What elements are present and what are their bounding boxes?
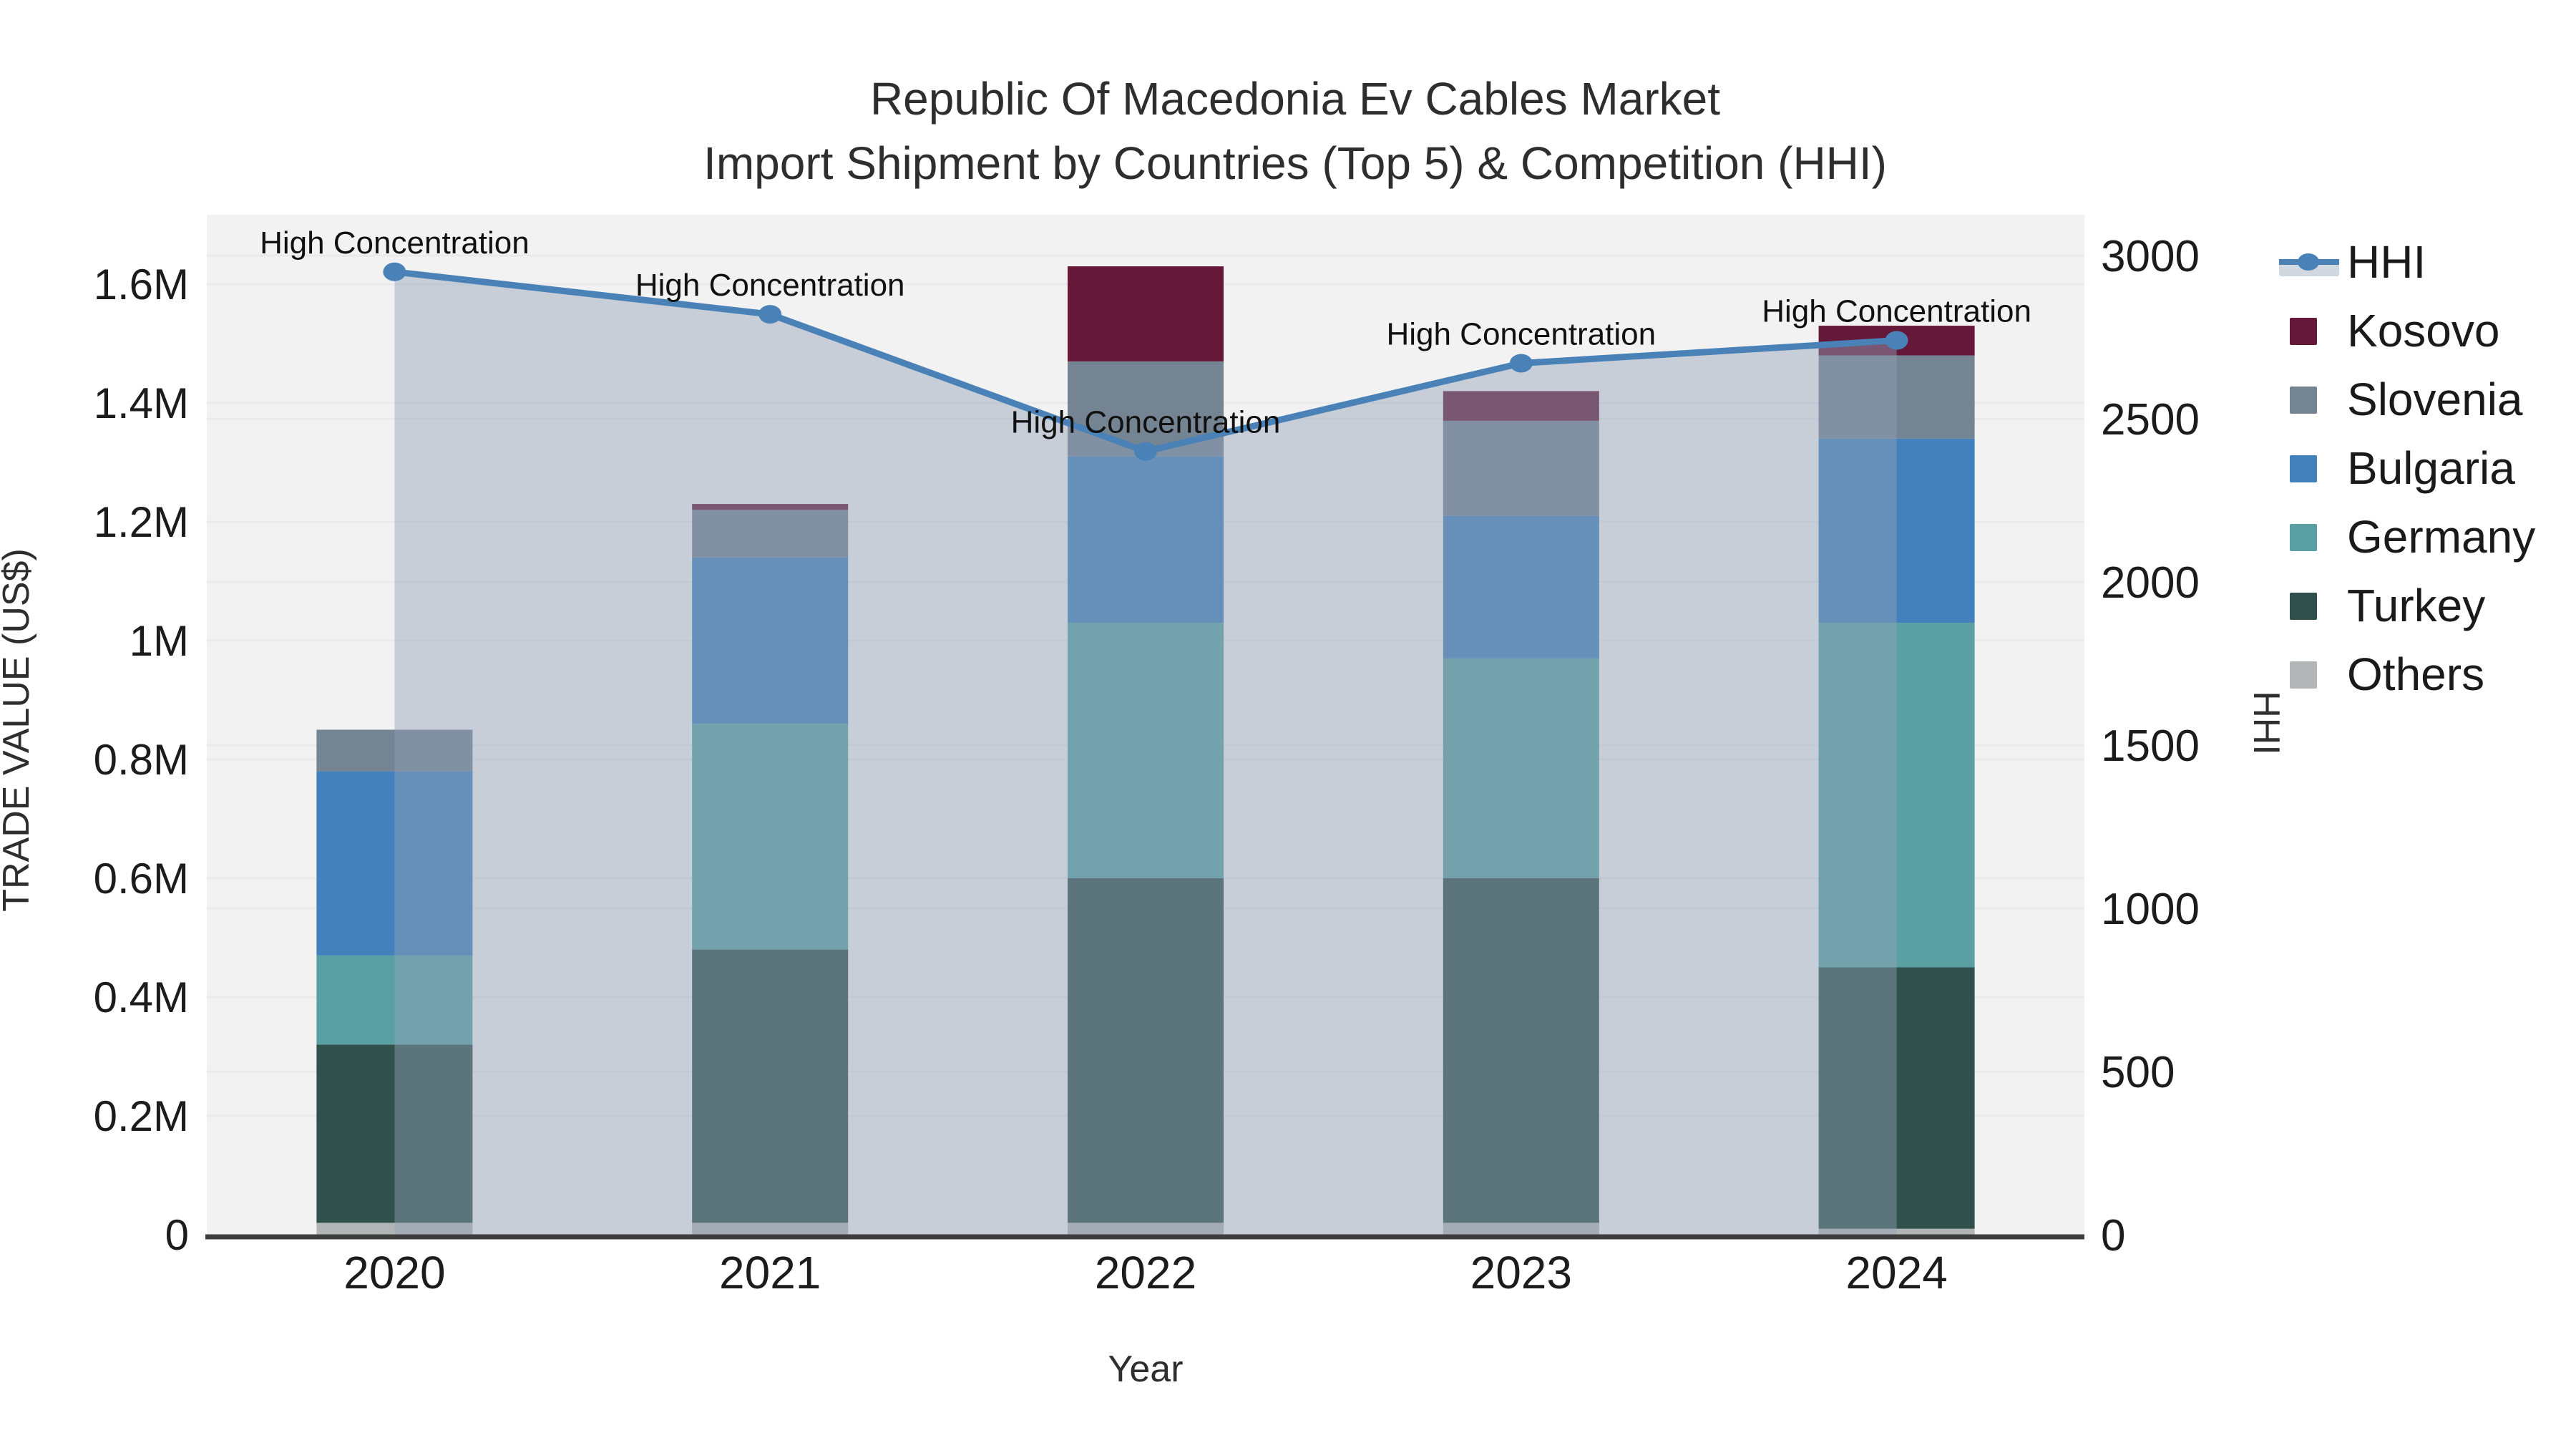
bar-segment-kosovo-2021[interactable] [692,504,849,510]
legend-swatch-bulgaria [2290,455,2317,482]
bar-segment-kosovo-2023[interactable] [1443,391,1599,421]
bar-segment-others-2021[interactable] [692,1223,849,1235]
annotation-2023: High Concentration [1386,316,1656,351]
legend-label-kosovo: Kosovo [2347,305,2499,356]
legend-item-hhi[interactable]: HHI [2279,236,2426,288]
bar-segment-turkey-2020[interactable] [316,1044,473,1223]
legend-hhi-marker-sample [2298,253,2319,271]
hhi-point-2024[interactable] [1885,331,1908,350]
legend-label-turkey: Turkey [2347,580,2485,631]
right-tick-labels: 0 500 1000 1500 2000 2500 3000 [2101,232,2200,1260]
bar-segment-others-2024[interactable] [1818,1228,1975,1235]
chart-title-line1: Republic Of Macedonia Ev Cables Market [870,73,1720,125]
y-right-tick-1500: 1500 [2101,721,2200,771]
bar-segment-slovenia-2023[interactable] [1443,420,1599,516]
bar-segment-kosovo-2022[interactable] [1068,266,1224,361]
hhi-annotations: High Concentration High Concentration High… [260,225,2031,440]
bar-segment-bulgaria-2021[interactable] [692,557,849,724]
bar-segment-others-2022[interactable] [1068,1223,1224,1235]
y-right-tick-2000: 2000 [2101,558,2200,608]
legend-label-others: Others [2347,648,2484,700]
x-tick-2021: 2021 [719,1247,821,1298]
hhi-area-fill [394,271,1897,1235]
legend-swatch-slovenia [2290,387,2317,414]
x-tick-2022: 2022 [1095,1247,1196,1298]
bar-segment-bulgaria-2024[interactable] [1818,438,1975,623]
y-left-tick-0.6M: 0.6M [94,855,189,903]
y-left-tick-1.2M: 1.2M [94,498,189,546]
left-tick-labels: 0 0.2M 0.4M 0.6M 0.8M 1M 1.2M 1.4M 1.6M [94,261,189,1259]
y-right-tick-500: 500 [2101,1048,2175,1097]
bar-segment-germany-2023[interactable] [1443,658,1599,878]
y-left-tick-1.4M: 1.4M [94,379,189,427]
bar-segment-slovenia-2024[interactable] [1818,355,1975,439]
bar-segment-turkey-2024[interactable] [1818,967,1975,1229]
legend-label-hhi: HHI [2347,236,2426,288]
annotation-2024: High Concentration [1762,294,2031,329]
legend-item-others[interactable]: Others [2290,648,2484,700]
bar-segment-turkey-2023[interactable] [1443,878,1599,1223]
legend-swatch-germany [2290,524,2317,551]
legend-label-bulgaria: Bulgaria [2347,442,2515,494]
bar-segment-germany-2021[interactable] [692,724,849,950]
bar-segment-others-2023[interactable] [1443,1223,1599,1235]
legend-item-germany[interactable]: Germany [2290,511,2535,563]
legend-item-kosovo[interactable]: Kosovo [2290,305,2499,356]
bar-segment-bulgaria-2022[interactable] [1068,456,1224,623]
y-right-tick-2500: 2500 [2101,395,2200,444]
stacked-bars [316,266,1975,1235]
bar-segment-bulgaria-2020[interactable] [316,771,473,956]
hhi-point-2021[interactable] [758,305,782,324]
legend-label-slovenia: Slovenia [2347,374,2523,425]
bar-segment-slovenia-2021[interactable] [692,510,849,558]
x-tick-2020: 2020 [343,1247,445,1298]
y-left-tick-0.8M: 0.8M [94,736,189,784]
y-right-axis-title: HHI [2245,691,2287,755]
annotation-2020: High Concentration [260,225,530,261]
y-right-tick-0: 0 [2101,1211,2125,1260]
y-left-tick-0: 0 [165,1211,189,1259]
legend: HHI Kosovo Slovenia Bulgaria Germany Turkey Ot… [2279,236,2535,700]
bar-segment-turkey-2022[interactable] [1068,878,1224,1223]
legend-label-germany: Germany [2347,511,2535,563]
x-axis-title: Year [1108,1348,1183,1390]
chart-title-line2: Import Shipment by Countries (Top 5) & C… [703,137,1887,189]
bar-segment-germany-2024[interactable] [1818,623,1975,968]
bar-segment-slovenia-2020[interactable] [316,729,473,772]
y-left-tick-0.2M: 0.2M [94,1092,189,1140]
annotation-2022: High Concentration [1011,405,1281,440]
legend-swatch-kosovo [2290,318,2317,345]
bar-segment-germany-2022[interactable] [1068,623,1224,878]
y-left-tick-1.6M: 1.6M [94,261,189,308]
legend-item-turkey[interactable]: Turkey [2290,580,2485,631]
hhi-point-2020[interactable] [383,262,406,281]
x-tick-2024: 2024 [1845,1247,1947,1298]
x-tick-2023: 2023 [1470,1247,1572,1298]
legend-swatch-others [2290,661,2317,689]
y-left-tick-1M: 1M [130,617,189,665]
y-right-tick-1000: 1000 [2101,885,2200,934]
y-right-tick-3000: 3000 [2101,232,2200,281]
hhi-point-2023[interactable] [1509,354,1533,373]
x-tick-labels: 2020 2021 2022 2023 2024 [343,1247,1948,1298]
bar-segment-turkey-2021[interactable] [692,949,849,1223]
bar-segment-others-2020[interactable] [316,1223,473,1235]
y-left-tick-0.4M: 0.4M [94,973,189,1021]
annotation-2021: High Concentration [635,268,905,303]
legend-swatch-turkey [2290,593,2317,620]
y-left-axis-title: TRADE VALUE (US$) [0,548,37,912]
bar-segment-bulgaria-2023[interactable] [1443,515,1599,659]
legend-item-slovenia[interactable]: Slovenia [2290,374,2523,425]
hhi-point-2022[interactable] [1134,442,1157,461]
bar-segment-germany-2020[interactable] [316,955,473,1045]
hhi-markers [383,262,1908,461]
legend-item-bulgaria[interactable]: Bulgaria [2290,442,2515,494]
